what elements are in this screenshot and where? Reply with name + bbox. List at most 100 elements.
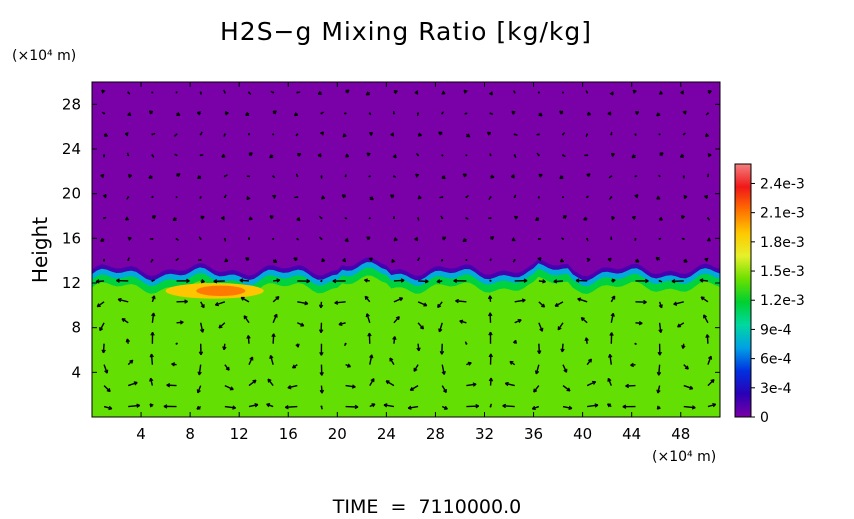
wind-vector bbox=[243, 315, 250, 324]
wind-vector bbox=[175, 196, 178, 199]
wind-vector bbox=[125, 216, 130, 221]
wind-vector bbox=[224, 111, 229, 116]
x-unit-label: (×10⁴ m) bbox=[652, 449, 716, 465]
wind-vector bbox=[490, 236, 495, 241]
wind-vector bbox=[175, 238, 179, 242]
wind-vector bbox=[488, 331, 493, 344]
wind-vector bbox=[437, 301, 443, 308]
wind-vector bbox=[586, 380, 597, 387]
wind-vector bbox=[103, 405, 113, 411]
wind-vector bbox=[95, 279, 105, 284]
wind-vector bbox=[365, 313, 371, 323]
wind-vector bbox=[705, 112, 709, 116]
wind-vector bbox=[486, 131, 491, 136]
wind-vector bbox=[224, 384, 234, 391]
wind-vector bbox=[537, 238, 542, 241]
wind-vector bbox=[655, 256, 661, 261]
wind-vector bbox=[416, 343, 421, 352]
colorbar-label: 1.2e-3 bbox=[760, 293, 805, 309]
wind-vector bbox=[488, 196, 492, 200]
wind-vector bbox=[634, 194, 639, 199]
wind-vector bbox=[345, 153, 350, 158]
wind-vector bbox=[438, 322, 443, 333]
wind-vector bbox=[272, 238, 275, 241]
wind-vector bbox=[197, 175, 202, 180]
wind-vector bbox=[223, 194, 227, 199]
wind-vector bbox=[174, 153, 178, 157]
wind-vector bbox=[103, 216, 107, 220]
wind-vector bbox=[562, 405, 573, 411]
wind-vector bbox=[418, 279, 429, 284]
wind-vector bbox=[292, 364, 298, 369]
wind-vector bbox=[166, 383, 177, 388]
wind-vector bbox=[704, 194, 709, 200]
colorbar-label: 2.4e-3 bbox=[760, 176, 805, 192]
wind-vector bbox=[562, 91, 564, 94]
wind-vector bbox=[393, 316, 400, 324]
wind-vector bbox=[634, 238, 637, 242]
wind-vector bbox=[465, 154, 468, 157]
wind-vector bbox=[607, 377, 612, 386]
field-lower-region bbox=[92, 275, 720, 417]
wind-vector bbox=[488, 312, 493, 323]
wind-vector bbox=[459, 319, 467, 324]
wind-vector bbox=[392, 111, 395, 115]
wind-vector bbox=[504, 381, 515, 387]
wind-vector bbox=[248, 403, 259, 408]
wind-vector bbox=[658, 279, 663, 283]
wind-vector bbox=[390, 194, 395, 199]
wind-vector bbox=[245, 111, 250, 116]
wind-vector bbox=[100, 237, 105, 242]
wind-vector bbox=[465, 133, 471, 138]
wind-vector bbox=[127, 359, 134, 366]
wind-vector bbox=[125, 338, 130, 344]
wind-vector bbox=[172, 217, 177, 222]
y-unit-label: (×10⁴ m) bbox=[12, 48, 76, 64]
x-tick-label: 32 bbox=[475, 425, 494, 443]
wind-vector bbox=[392, 154, 397, 159]
wind-vector bbox=[200, 215, 205, 220]
wind-vector bbox=[176, 173, 181, 178]
wind-vector bbox=[630, 362, 636, 368]
wind-vector bbox=[296, 91, 301, 94]
wind-vector bbox=[417, 195, 422, 200]
wind-vector bbox=[706, 173, 710, 178]
wind-vector bbox=[440, 258, 444, 262]
wind-vector bbox=[462, 238, 467, 243]
wind-vector bbox=[224, 405, 237, 410]
wind-vector bbox=[117, 297, 129, 303]
x-tick-label: 8 bbox=[185, 425, 195, 443]
wind-vector bbox=[514, 215, 519, 220]
wind-vector bbox=[610, 152, 616, 157]
wind-vector bbox=[583, 216, 588, 221]
wind-vector bbox=[221, 153, 226, 158]
wind-vector bbox=[489, 112, 494, 115]
wind-vector bbox=[487, 217, 492, 220]
chart-title: H2S−g Mixing Ratio [kg/kg] bbox=[220, 17, 592, 46]
wind-vector bbox=[248, 356, 254, 365]
x-tick-label: 28 bbox=[426, 425, 445, 443]
wind-vector bbox=[513, 194, 517, 199]
wind-vector bbox=[213, 279, 225, 284]
wind-vector bbox=[488, 377, 494, 386]
wind-vector bbox=[248, 133, 250, 136]
wind-vector bbox=[344, 217, 348, 220]
x-tick-label: 20 bbox=[328, 425, 347, 443]
wind-vector bbox=[196, 385, 202, 394]
wind-vector bbox=[385, 380, 395, 387]
x-tick-label: 4 bbox=[136, 425, 146, 443]
wind-vector bbox=[271, 333, 276, 344]
wind-vector bbox=[417, 132, 422, 137]
wind-vector bbox=[246, 175, 250, 178]
wind-vector bbox=[585, 90, 589, 94]
wind-vector bbox=[368, 257, 373, 262]
wind-vector bbox=[562, 132, 566, 136]
wind-vector bbox=[101, 89, 106, 94]
wind-vector bbox=[103, 132, 108, 137]
colorbar-gradient bbox=[734, 163, 752, 418]
wind-vector bbox=[222, 343, 227, 351]
wind-vector bbox=[585, 133, 589, 138]
wind-vector bbox=[415, 152, 420, 157]
wind-vector bbox=[294, 196, 299, 199]
